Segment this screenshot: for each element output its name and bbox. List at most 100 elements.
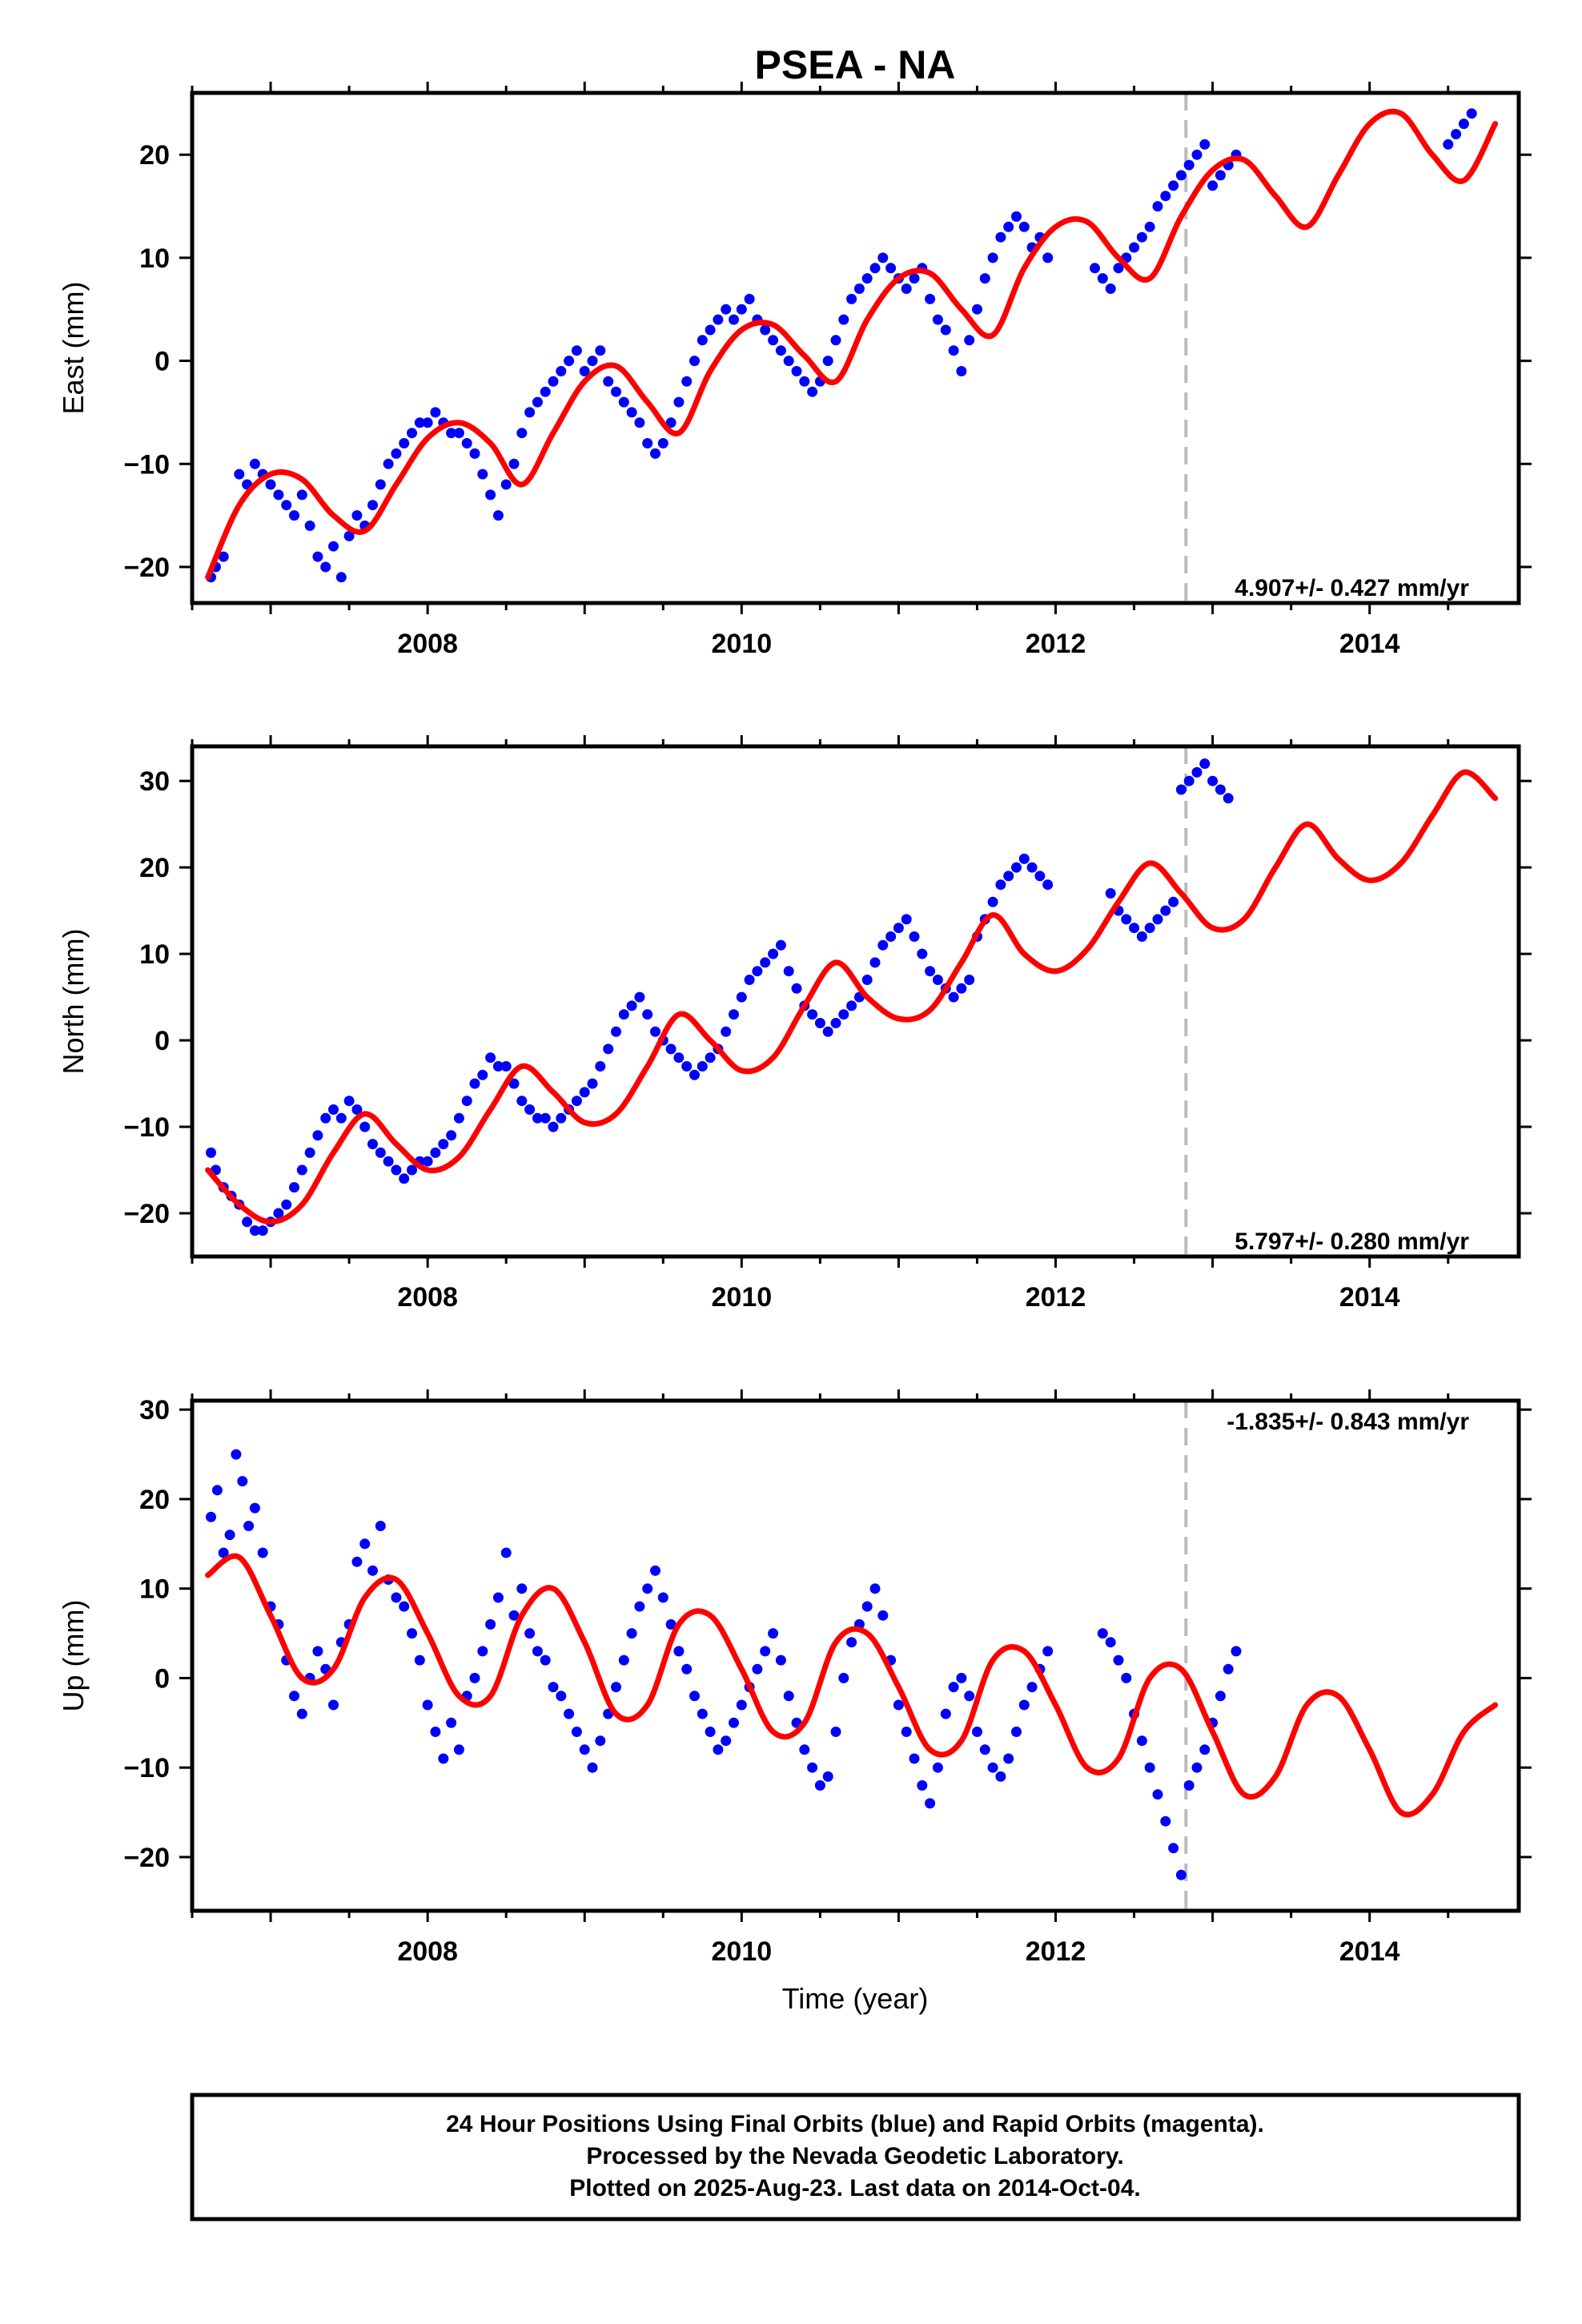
observation-point: [438, 1753, 449, 1764]
observation-point: [289, 510, 299, 521]
observation-point: [729, 1717, 739, 1728]
observation-point: [296, 489, 307, 501]
observation-point: [956, 1672, 967, 1683]
observation-point: [760, 1646, 771, 1657]
observation-point: [618, 1655, 629, 1666]
observation-point: [1105, 888, 1116, 899]
observation-point: [713, 314, 724, 325]
observation-point: [453, 428, 464, 439]
y-tick-label: 10: [139, 243, 170, 274]
observation-point: [783, 966, 794, 977]
footer-line-3: Plotted on 2025-Aug-23. Last data on 201…: [569, 2175, 1141, 2201]
observation-point: [206, 1147, 216, 1158]
observation-point: [242, 1216, 253, 1228]
observation-point: [375, 479, 386, 490]
observation-point: [665, 417, 677, 428]
observation-point: [925, 293, 936, 304]
observation-point: [744, 293, 755, 304]
y-tick-label: −10: [123, 1753, 170, 1783]
observation-point: [492, 510, 504, 521]
observation-point: [1003, 1753, 1014, 1764]
observation-point: [901, 914, 912, 925]
observation-point: [1144, 221, 1155, 232]
observation-point: [1191, 149, 1203, 160]
observation-point: [877, 252, 889, 263]
observation-point: [721, 1026, 732, 1037]
observation-point: [799, 1744, 810, 1755]
observation-point: [885, 931, 897, 942]
observation-point: [571, 1727, 582, 1737]
observation-point: [775, 939, 786, 951]
observation-point: [917, 1780, 928, 1791]
x-tick-label: 2010: [712, 1282, 773, 1313]
observation-point: [351, 510, 363, 521]
observation-point: [1160, 905, 1171, 916]
observation-point: [1467, 0, 1477, 6]
observation-point: [830, 335, 841, 346]
observation-point: [917, 948, 928, 959]
observation-point: [626, 1628, 637, 1639]
observation-point: [289, 1691, 299, 1702]
observation-point: [296, 1164, 307, 1176]
observation-point: [1207, 180, 1219, 191]
observation-point: [453, 1112, 464, 1124]
observation-point: [1475, 0, 1485, 6]
observation-point: [909, 931, 920, 942]
x-tick-label: 2010: [712, 629, 773, 659]
observation-point: [995, 879, 1006, 891]
chart-title: PSEA - NA: [755, 42, 956, 87]
observation-point: [1215, 170, 1226, 181]
observation-point: [932, 975, 943, 985]
observation-point: [1443, 0, 1453, 6]
observation-point: [579, 1087, 590, 1098]
observation-point: [972, 304, 982, 315]
observation-point: [1231, 1646, 1242, 1657]
observation-point: [1011, 211, 1022, 222]
observation-point: [367, 1139, 378, 1150]
observation-point: [564, 1708, 575, 1719]
observation-point: [516, 428, 528, 439]
observation-point: [626, 1000, 637, 1011]
observation-point: [422, 417, 433, 428]
observation-point: [383, 1156, 394, 1167]
observation-point: [673, 1052, 685, 1063]
observation-point: [948, 345, 959, 356]
observation-point: [1223, 793, 1234, 804]
observation-point: [1175, 1869, 1186, 1880]
observation-point: [399, 1601, 410, 1612]
model-fit-line: [205, 1553, 1499, 1818]
observation-point: [1018, 221, 1030, 232]
observation-point: [453, 1744, 464, 1755]
observation-point: [807, 386, 818, 397]
x-tick-label: 2014: [1339, 629, 1400, 659]
observation-point: [516, 1583, 528, 1594]
y-tick-label: −20: [123, 1843, 170, 1873]
observation-point: [540, 1112, 551, 1124]
x-tick-label: 2014: [1339, 1282, 1400, 1313]
observation-point: [768, 1628, 779, 1639]
y-tick-label: 30: [139, 1395, 170, 1425]
observation-point: [469, 1078, 480, 1089]
observation-point: [1168, 896, 1179, 907]
observation-point: [500, 479, 512, 490]
observation-point: [877, 939, 889, 951]
observation-point: [335, 572, 347, 583]
observation-point: [508, 1610, 520, 1621]
observation-point: [940, 1708, 951, 1719]
observation-point: [1136, 231, 1147, 243]
observation-point: [744, 975, 755, 985]
observation-point: [736, 1699, 747, 1711]
observation-point: [956, 983, 967, 994]
observation-point: [1487, 0, 1497, 6]
observation-point: [1215, 1691, 1226, 1702]
observation-point: [689, 356, 700, 367]
observation-point: [1459, 0, 1469, 6]
observation-point: [1443, 0, 1453, 6]
observation-point: [231, 1449, 242, 1460]
observation-point: [650, 448, 661, 459]
footer-line-1: 24 Hour Positions Using Final Orbits (bl…: [446, 2111, 1264, 2137]
observation-point: [657, 1592, 669, 1603]
observation-point: [1191, 1762, 1203, 1773]
observation-point: [595, 345, 606, 356]
observation-point: [1090, 263, 1100, 274]
